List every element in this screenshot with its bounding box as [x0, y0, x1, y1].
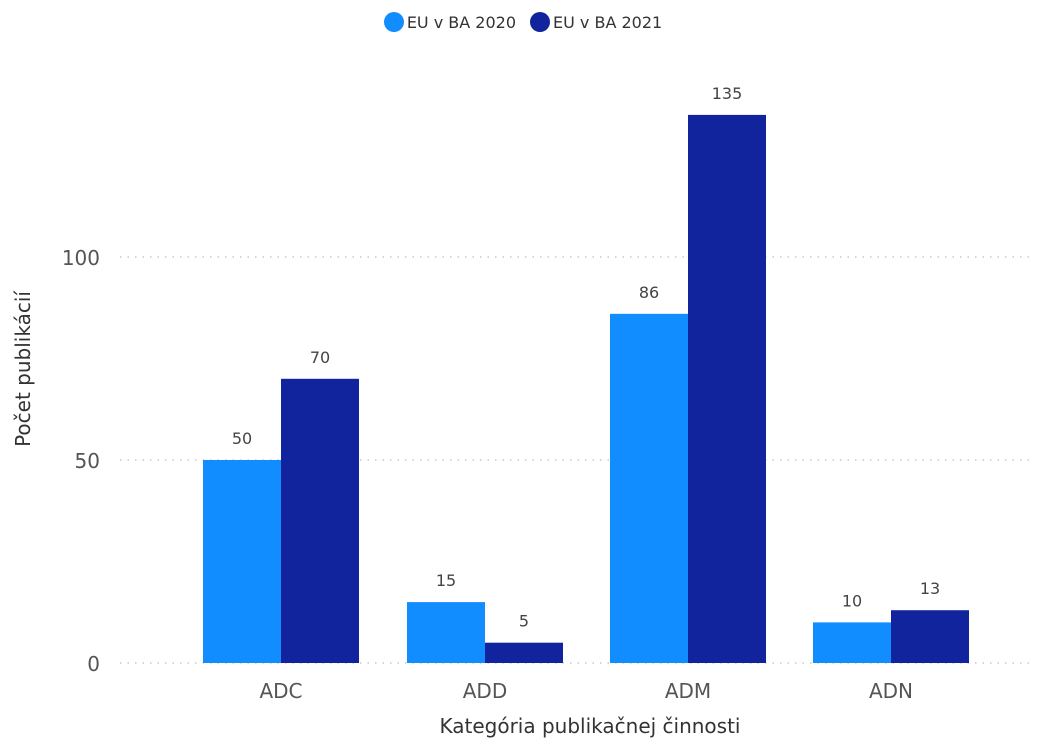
data-label: 135: [712, 84, 743, 103]
data-label: 15: [436, 571, 456, 590]
data-label: 50: [232, 429, 252, 448]
x-tick-label: ADN: [869, 679, 913, 703]
bar-add-series-1[interactable]: [407, 602, 485, 663]
legend-item-series-2[interactable]: EU v BA 2021: [530, 12, 662, 32]
data-label: 86: [639, 283, 659, 302]
y-axis-title: Počet publikácií: [11, 290, 35, 447]
legend-label-series-1: EU v BA 2020: [406, 12, 516, 32]
x-tick-label: ADM: [665, 679, 711, 703]
legend-label-series-2: EU v BA 2021: [553, 12, 663, 32]
bar-adn-series-1[interactable]: [813, 622, 891, 663]
axes: 0 50 100 ADC ADD ADM ADN: [62, 246, 913, 703]
data-label: 10: [842, 591, 862, 610]
data-label: 5: [519, 612, 529, 631]
bar-adm-series-1[interactable]: [610, 313, 688, 663]
y-tick-label: 100: [62, 246, 100, 270]
legend-item-series-1[interactable]: EU v BA 2020: [383, 12, 516, 32]
y-tick-label: 0: [87, 652, 100, 676]
bar-adc-series-1[interactable]: [203, 460, 281, 663]
bar-adm-series-2[interactable]: [688, 114, 766, 663]
data-label: 70: [310, 348, 330, 367]
bar-adc-series-2[interactable]: [281, 378, 359, 663]
bar-add-series-2[interactable]: [485, 642, 563, 663]
x-tick-label: ADC: [259, 679, 302, 703]
data-label: 13: [920, 579, 940, 598]
data-labels: 50 15 86 10 70 5 135 13: [232, 84, 940, 631]
bar-adn-series-2[interactable]: [891, 610, 969, 663]
bars: [203, 114, 969, 663]
y-tick-label: 50: [75, 449, 100, 473]
x-axis-title: Kategória publikačnej činnosti: [439, 714, 740, 738]
legend-swatch-series-1: [383, 12, 404, 32]
chart-legend: EU v BA 2020 EU v BA 2021: [0, 12, 1046, 32]
x-tick-label: ADD: [463, 679, 507, 703]
legend-swatch-series-2: [530, 12, 550, 32]
